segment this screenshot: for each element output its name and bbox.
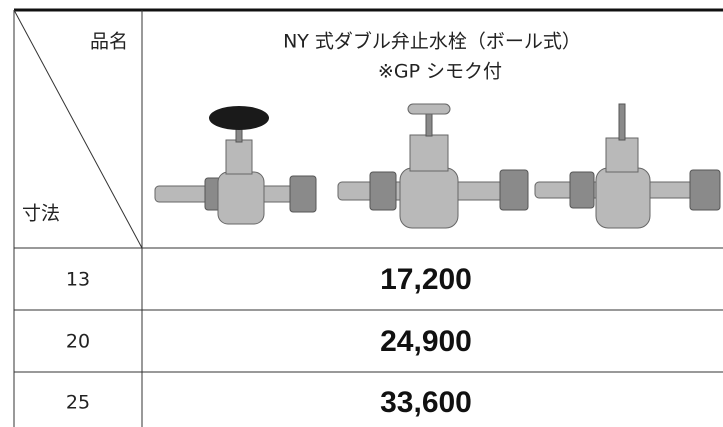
body — [399, 167, 459, 229]
nut — [289, 175, 317, 213]
nut — [369, 171, 397, 211]
valve-image — [534, 103, 721, 229]
size-cell: 25 — [66, 392, 90, 414]
bonnet — [225, 139, 253, 175]
diagonal — [13, 9, 143, 249]
body — [217, 171, 265, 225]
price-cell: 24,900 — [380, 325, 472, 358]
price-cell: 17,200 — [380, 263, 472, 296]
stem — [618, 103, 626, 141]
product-note: ※GP シモク付 — [378, 61, 502, 83]
size-label: 寸法 — [22, 203, 60, 225]
nut — [689, 169, 721, 211]
price-cell: 33,600 — [380, 386, 472, 419]
handle — [209, 106, 269, 130]
handle — [407, 103, 451, 115]
valve-image — [337, 103, 529, 229]
size-cell: 20 — [66, 331, 90, 353]
stem — [425, 111, 433, 137]
nut — [499, 169, 529, 211]
body — [595, 167, 651, 229]
name-label: 品名 — [90, 31, 128, 53]
nut — [569, 171, 595, 209]
bonnet — [605, 137, 639, 173]
valve-image — [154, 106, 317, 225]
bonnet — [409, 134, 449, 172]
product-title: NY 式ダブル弁止水栓（ボール式） — [283, 30, 581, 53]
size-cell: 13 — [66, 269, 90, 291]
